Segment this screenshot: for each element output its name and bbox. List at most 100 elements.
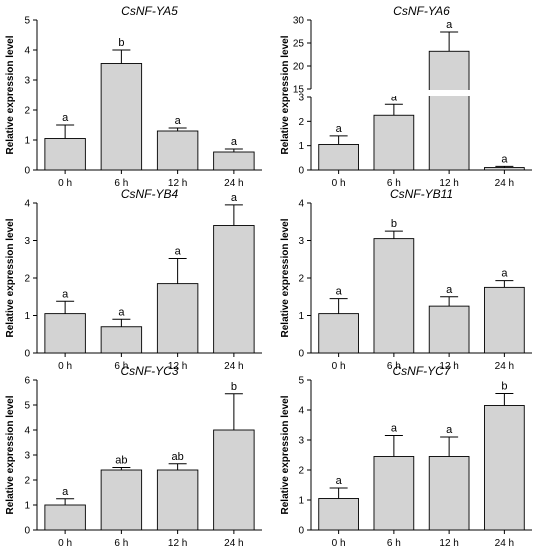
chart-title: CsNF-YA6 — [393, 4, 450, 18]
y-tick-label: 3 — [298, 93, 304, 104]
y-tick-label: 2 — [24, 106, 30, 117]
y-tick-label: 1 — [24, 311, 30, 322]
y-tick-label: 3 — [24, 76, 30, 87]
bar — [44, 138, 86, 171]
bar — [318, 498, 359, 531]
x-tick-label: 0 h — [332, 538, 346, 549]
significance-label: a — [501, 153, 508, 165]
significance-label: a — [62, 486, 69, 498]
y-axis-label: Relative expression level — [5, 218, 16, 337]
x-tick-label: 6 h — [387, 361, 401, 372]
significance-label: a — [62, 112, 69, 124]
y-tick-label: 4 — [298, 199, 304, 210]
significance-label: a — [175, 115, 182, 127]
x-tick-label: 6 h — [114, 538, 128, 549]
y-tick-label: 2 — [298, 274, 304, 285]
significance-label: a — [501, 268, 508, 280]
chart-title: CsNF-YA5 — [121, 4, 178, 18]
chart-title: CsNF-YB11 — [390, 187, 453, 201]
bar — [428, 456, 470, 531]
chart-panel-2: 0 1 2 315 20 25 30 a 0 h a 6 h a 12 h a 24 h CsNF-YA6 Re… — [280, 4, 533, 189]
x-tick-label: 24 h — [495, 538, 514, 549]
y-tick-label: 1 — [24, 501, 30, 512]
axis-break-gap — [312, 90, 533, 96]
bar — [213, 225, 255, 354]
y-axis-label: Relative expression level — [280, 395, 291, 514]
significance-label: a — [446, 284, 453, 296]
significance-label: a — [391, 423, 398, 435]
bar — [484, 167, 525, 171]
chart-title: CsNF-YB4 — [121, 187, 179, 201]
significance-label: b — [391, 218, 397, 230]
significance-label: a — [62, 288, 69, 300]
y-tick-label: 30 — [293, 16, 305, 27]
x-tick-label: 24 h — [495, 178, 514, 189]
chart-panel-3: 0 1 2 3 4 a 0 h a 6 h a 12 h a 24 h CsNF-YB4 Relative … — [5, 187, 262, 372]
y-tick-label: 3 — [298, 436, 304, 447]
significance-label: b — [231, 381, 237, 393]
y-tick-label: 15 — [293, 85, 305, 96]
bar — [156, 283, 199, 354]
y-tick-label: 1 — [24, 136, 30, 147]
bar — [156, 469, 199, 531]
significance-label: ab — [172, 451, 184, 463]
significance-label: a — [231, 136, 238, 148]
chart-panel-1: 0 1 2 3 4 5 a 0 h b 6 h a 12 h a 24 h CsNF-YA5 Relative… — [5, 4, 262, 189]
bar — [428, 50, 470, 171]
bar — [428, 305, 470, 354]
chart-panel-4: 0 1 2 3 4 a 0 h b 6 h a 12 h a 24 h CsNF-YB11 Relative… — [280, 187, 532, 372]
x-tick-label: 0 h — [58, 538, 72, 549]
y-tick-label: 20 — [293, 62, 305, 73]
y-tick-label: 5 — [24, 401, 30, 412]
bar — [318, 143, 359, 171]
y-tick-label: 1 — [298, 141, 304, 152]
significance-label: a — [336, 286, 343, 298]
x-tick-label: 12 h — [439, 178, 458, 189]
y-tick-label: 2 — [24, 274, 30, 285]
x-tick-label: 24 h — [224, 361, 243, 372]
y-tick-label: 0 — [298, 349, 304, 360]
chart-panel-6: 0 1 2 3 4 5 a 0 h a 6 h a 12 h b 24 h CsNF-YC7 Relative… — [280, 364, 532, 549]
x-tick-label: 0 h — [332, 361, 346, 372]
bar — [373, 238, 415, 354]
y-axis-label: Relative expression level — [280, 218, 291, 337]
y-tick-label: 0 — [24, 526, 30, 537]
x-tick-label: 6 h — [114, 178, 128, 189]
significance-label: a — [446, 19, 453, 31]
y-tick-label: 5 — [24, 16, 30, 27]
chart-title: CsNF-YC7 — [392, 364, 451, 378]
x-tick-label: 0 h — [58, 361, 72, 372]
significance-label: a — [175, 246, 182, 258]
y-tick-label: 0 — [298, 166, 304, 177]
x-tick-label: 24 h — [224, 538, 243, 549]
significance-label: a — [336, 123, 343, 135]
x-tick-label: 6 h — [387, 178, 401, 189]
y-tick-label: 25 — [293, 39, 305, 50]
x-tick-label: 12 h — [168, 538, 187, 549]
bar — [484, 405, 525, 531]
bar — [44, 313, 86, 354]
chart-panel-5: 0 1 2 3 4 5 6 a 0 h ab 6 h ab 12 h b 24 h CsNF-YC3 Relat… — [5, 364, 262, 549]
x-tick-label: 12 h — [439, 538, 458, 549]
y-axis-label: Relative expression level — [5, 35, 16, 154]
significance-label: a — [336, 475, 343, 487]
y-tick-label: 3 — [24, 236, 30, 247]
y-tick-label: 4 — [298, 406, 304, 417]
y-tick-label: 5 — [298, 376, 304, 387]
bar — [373, 114, 415, 171]
bar — [484, 286, 525, 354]
y-tick-label: 4 — [24, 426, 30, 437]
significance-label: ab — [115, 455, 127, 467]
bar — [373, 456, 415, 531]
bar — [213, 151, 255, 171]
x-tick-label: 0 h — [332, 178, 346, 189]
y-axis-label: Relative expression level — [5, 395, 16, 514]
bar — [44, 504, 86, 531]
y-tick-label: 4 — [24, 46, 30, 57]
y-tick-label: 1 — [298, 496, 304, 507]
y-axis-label: Relative expression level — [280, 35, 291, 154]
y-tick-label: 4 — [24, 199, 30, 210]
y-tick-label: 6 — [24, 376, 30, 387]
y-tick-label: 0 — [24, 166, 30, 177]
